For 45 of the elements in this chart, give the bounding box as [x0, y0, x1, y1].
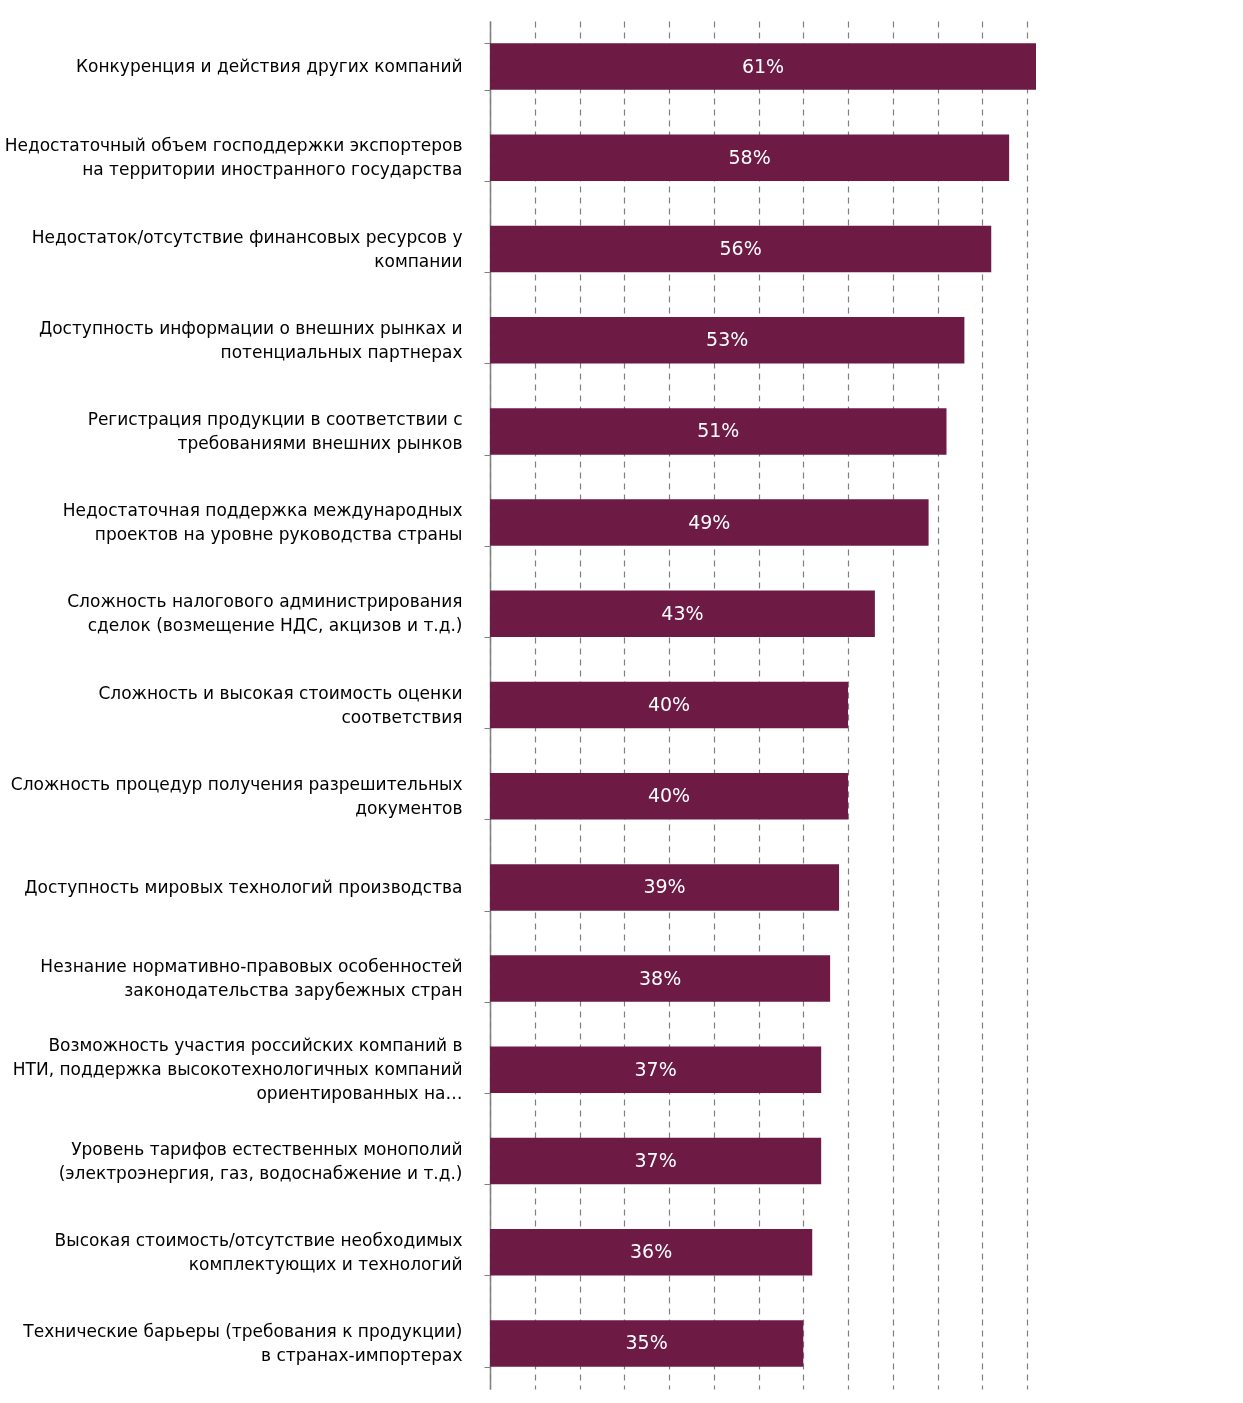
bar	[490, 864, 840, 911]
data-label: 51%	[697, 419, 740, 442]
y-tick-label: Недостаток/отсутствие финансовых ресурсов у компании	[31, 226, 463, 271]
data-label: 38%	[638, 966, 682, 989]
data-label: 37%	[634, 1057, 677, 1080]
bar	[490, 316, 965, 364]
y-tick-label: Технические барьеры (требования к продукции) в странах-импортерах	[22, 1320, 463, 1365]
y-tick-label: Конкуренция и действия других компаний	[76, 56, 463, 77]
data-label: 40%	[647, 784, 691, 807]
data-label: 49%	[688, 510, 731, 533]
data-label: 58%	[728, 145, 771, 168]
bar	[490, 1228, 813, 1276]
y-tick-label: Доступность информации о внешних рынках и потенциальных партнерах	[38, 317, 463, 362]
y-tick-label: Сложность и высокая стоимость оценки соответствия	[98, 682, 463, 727]
bar	[490, 134, 1010, 182]
bar	[490, 1320, 804, 1367]
data-label: 61%	[741, 54, 785, 77]
bar	[490, 1046, 822, 1094]
y-tick-label: Незнание нормативно-правовых особенностей законодательства зарубежных стран	[40, 956, 463, 1001]
bar	[490, 590, 875, 638]
data-label: 36%	[630, 1240, 673, 1263]
data-label: 35%	[625, 1331, 668, 1354]
bar	[490, 499, 929, 546]
bar	[490, 225, 992, 273]
y-tick-label: Высокая стоимость/отсутствие необходимых комплектующих и технологий	[54, 1229, 463, 1274]
bar	[490, 955, 831, 1002]
y-tick-label: Регистрация продукции в соответствии с требованиями внешних рынков	[87, 408, 463, 453]
bar	[490, 772, 849, 820]
bar	[490, 1137, 822, 1185]
y-tick-label: Уровень тарифов естественных монополий (электроэнергия, газ, водоснабжение и т.д.)	[58, 1138, 463, 1183]
data-label: 43%	[661, 601, 704, 624]
y-tick-label: Сложность налогового администрирования сделок (возмещение НДС, акцизов и т.д.)	[67, 591, 463, 636]
bar	[490, 681, 849, 729]
bar	[490, 408, 947, 455]
y-tick-label: Доступность мировых технологий производства	[24, 876, 463, 897]
y-tick-label: Недостаточная поддержка международных проектов на уровне руководства страны	[62, 500, 463, 545]
y-tick-label: Возможность участия российских компаний в НТИ, поддержка высокотехнологичных компаний ориентированных на…	[12, 1035, 463, 1104]
data-label: 56%	[719, 237, 762, 259]
data-label: 37%	[634, 1149, 677, 1171]
data-label: 39%	[643, 875, 686, 898]
bar	[490, 43, 1036, 90]
data-label: 40%	[647, 693, 691, 715]
data-label: 53%	[706, 328, 749, 351]
y-tick-label: Недостаточный объем господдержки экспортеров на территории иностранного государства	[4, 135, 463, 180]
y-tick-label: Сложность процедур получения разрешительных документов	[10, 773, 463, 818]
